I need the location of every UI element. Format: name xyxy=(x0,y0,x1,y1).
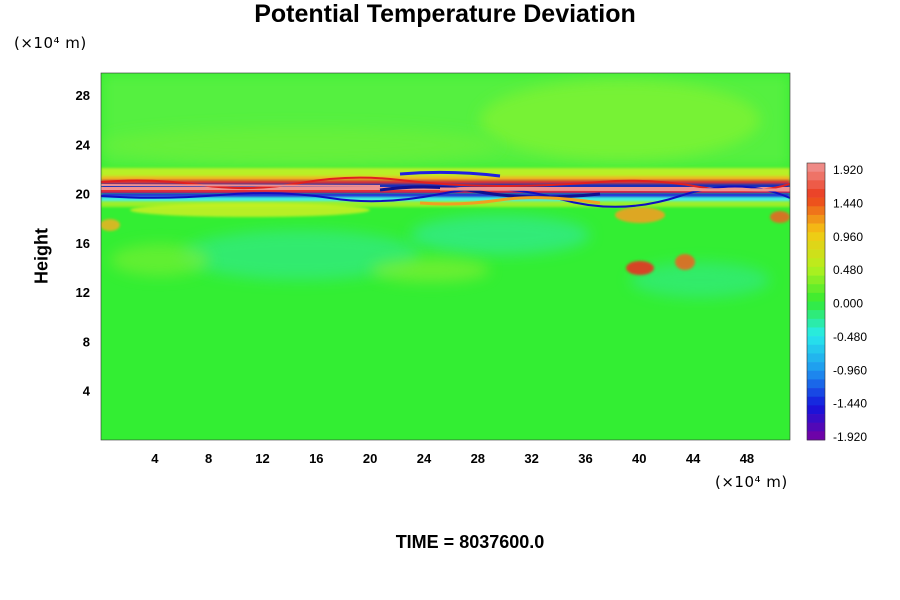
colorbar-swatch xyxy=(807,214,825,224)
colorbar-label: 0.960 xyxy=(833,230,863,244)
colorbar-swatch xyxy=(807,353,825,363)
colorbar-swatch xyxy=(807,327,825,337)
y-tick-label: 12 xyxy=(76,285,90,300)
colorbar-swatch xyxy=(807,362,825,372)
colorbar-label: 0.000 xyxy=(833,297,863,311)
x-tick-label: 16 xyxy=(309,451,323,466)
x-tick-label: 48 xyxy=(740,451,754,466)
x-tick-label: 40 xyxy=(632,451,646,466)
colorbar-swatch xyxy=(807,388,825,398)
colorbar-swatch xyxy=(807,310,825,320)
colorbar-swatch xyxy=(807,171,825,181)
x-tick-label: 32 xyxy=(524,451,538,466)
colorbar-swatch xyxy=(807,336,825,346)
colorbar-swatch xyxy=(807,405,825,415)
x-tick-label: 8 xyxy=(205,451,212,466)
y-tick-label: 16 xyxy=(76,236,90,251)
chart-title: Potential Temperature Deviation xyxy=(254,0,636,28)
colorbar-swatch xyxy=(807,232,825,242)
x-tick-label: 20 xyxy=(363,451,377,466)
x-tick-label: 36 xyxy=(578,451,592,466)
x-axis-unit-label: (×10⁴ m) xyxy=(715,473,788,491)
plot-frame xyxy=(100,72,791,441)
colorbar-label: -1.440 xyxy=(833,397,867,411)
colorbar-frame xyxy=(806,162,826,441)
colorbar-swatch xyxy=(807,318,825,328)
colorbar-swatch xyxy=(807,414,825,423)
colorbar-swatch xyxy=(807,180,825,190)
y-axis-ticks: 4 8 12 16 20 24 28 xyxy=(76,88,91,399)
x-tick-label: 12 xyxy=(255,451,269,466)
colorbar-swatch xyxy=(807,422,825,432)
colorbar-swatch xyxy=(807,240,825,250)
colorbar-swatch xyxy=(807,206,825,216)
colorbar-label: 1.920 xyxy=(833,163,863,177)
colorbar-swatch xyxy=(807,396,825,406)
colorbar-swatch xyxy=(807,163,825,172)
colorbar-swatch xyxy=(807,249,825,259)
colorbar-swatch xyxy=(807,431,825,441)
colorbar-swatch xyxy=(807,344,825,354)
x-tick-label: 4 xyxy=(151,451,159,466)
y-tick-label: 4 xyxy=(83,384,91,399)
colorbar-label: 1.440 xyxy=(833,196,863,210)
colorbar-swatch xyxy=(807,266,825,276)
colorbar-swatch xyxy=(807,258,825,268)
y-tick-label: 24 xyxy=(76,137,91,152)
colorbar-swatch xyxy=(807,275,825,285)
colorbar-swatch xyxy=(807,379,825,389)
heatmap-field xyxy=(101,73,790,440)
x-axis-ticks: 4 8 12 16 20 24 28 32 36 40 44 48 xyxy=(151,451,754,466)
x-tick-label: 44 xyxy=(686,451,701,466)
colorbar-label: -0.960 xyxy=(833,363,867,377)
colorbar: 1.920 1.440 0.960 0.480 0.000 -0.480 -0.960 -1.… xyxy=(806,162,867,444)
x-tick-label: 28 xyxy=(471,451,485,466)
colorbar-swatch xyxy=(807,223,825,233)
colorbar-label: 0.480 xyxy=(833,263,863,277)
y-tick-label: 28 xyxy=(76,88,90,103)
y-tick-label: 20 xyxy=(76,187,90,202)
x-tick-label: 24 xyxy=(417,451,432,466)
colorbar-label: -1.920 xyxy=(833,430,867,444)
colorbar-label: -0.480 xyxy=(833,330,867,344)
colorbar-swatch xyxy=(807,284,825,294)
colorbar-swatch xyxy=(807,197,825,207)
y-axis-unit-label: (×10⁴ m) xyxy=(14,34,87,52)
colorbar-swatch xyxy=(807,292,825,302)
colorbar-swatch xyxy=(807,301,825,311)
time-label: TIME = 8037600.0 xyxy=(395,532,545,552)
y-tick-label: 8 xyxy=(83,334,90,349)
colorbar-swatch xyxy=(807,188,825,198)
colorbar-swatch xyxy=(807,370,825,380)
